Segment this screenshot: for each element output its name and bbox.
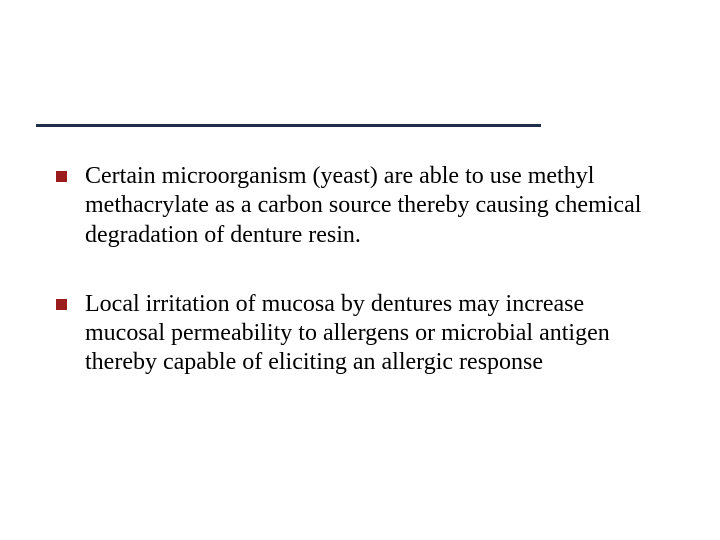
title-underline-rule — [36, 124, 541, 127]
square-bullet-icon — [56, 299, 67, 310]
list-item: Local irritation of mucosa by dentures m… — [56, 290, 664, 378]
bullet-text: Local irritation of mucosa by dentures m… — [85, 290, 664, 378]
slide: Certain microorganism (yeast) are able t… — [0, 0, 720, 540]
slide-content: Certain microorganism (yeast) are able t… — [56, 162, 664, 418]
square-bullet-icon — [56, 171, 67, 182]
bullet-text: Certain microorganism (yeast) are able t… — [85, 162, 664, 250]
list-item: Certain microorganism (yeast) are able t… — [56, 162, 664, 250]
